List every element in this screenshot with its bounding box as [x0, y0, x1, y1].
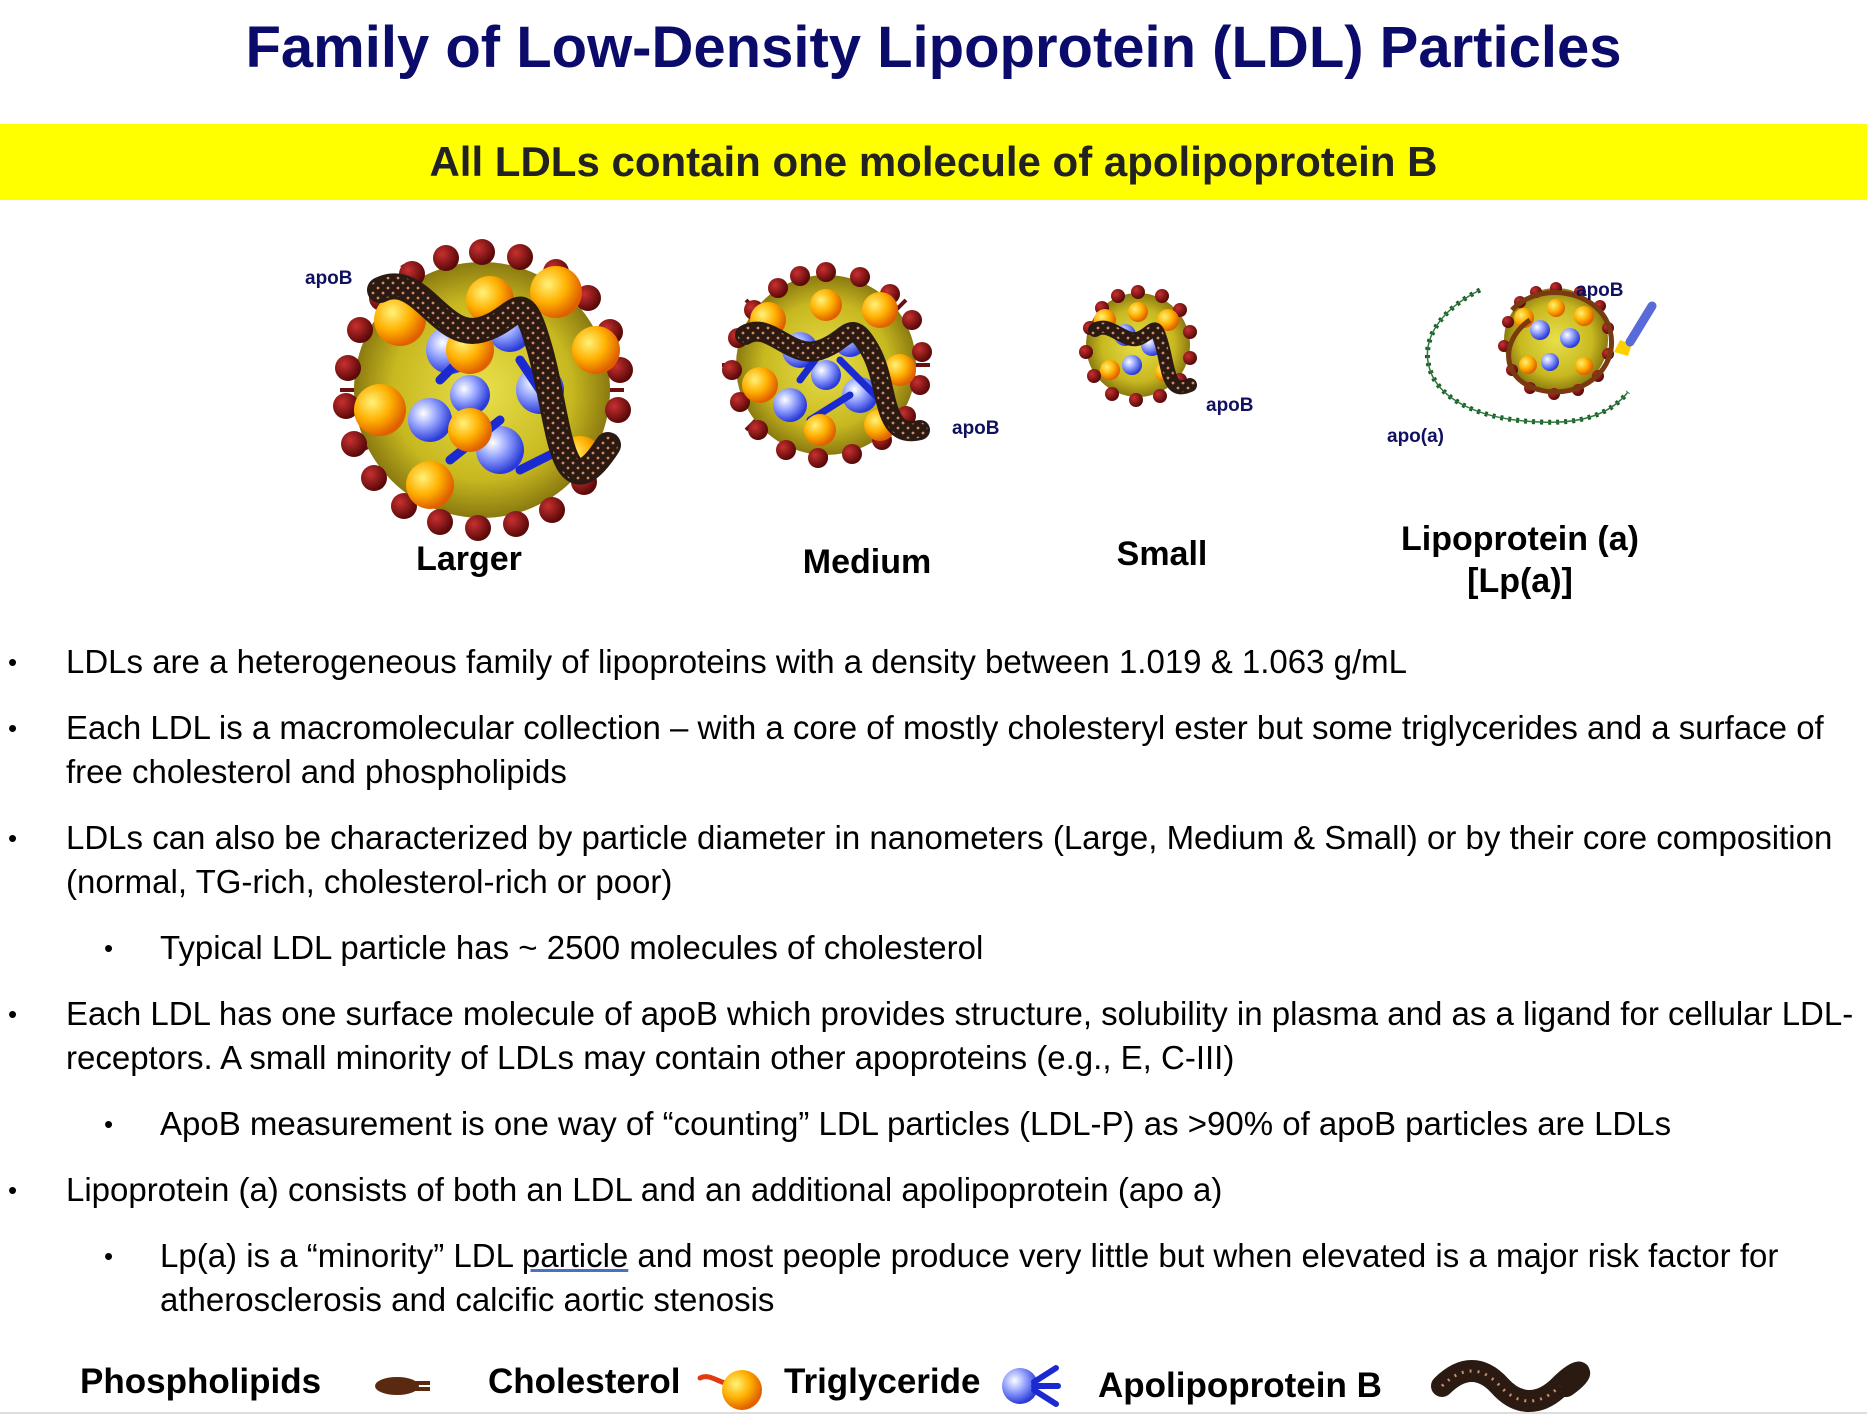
bottom-rule	[0, 1412, 1867, 1414]
bullet-text: Each LDL has one surface molecule of apo…	[66, 995, 1854, 1076]
bullet-marker: •	[104, 1241, 114, 1271]
bullet-marker: •	[8, 999, 18, 1029]
sub-bullet-apob-measurement: • ApoB measurement is one way of “countin…	[104, 1102, 1860, 1146]
ldl-medium-particle	[722, 262, 932, 468]
bullet-text: Typical LDL particle has ~ 2500 molecule…	[160, 929, 984, 966]
bullet-marker: •	[8, 823, 18, 853]
ldl-large-particle	[333, 239, 633, 541]
bullet-text: Lipoprotein (a) consists of both an LDL …	[66, 1171, 1223, 1208]
bullet-lpa: • Lipoprotein (a) consists of both an LDL…	[8, 1168, 1856, 1212]
bullet-text: ApoB measurement is one way of “counting…	[160, 1105, 1672, 1142]
label-lpa-line1: Lipoprotein (a)	[1401, 520, 1639, 558]
bullet-composition: • Each LDL is a macromolecular collection…	[8, 706, 1856, 794]
bullet-apob: • Each LDL has one surface molecule of ap…	[8, 992, 1856, 1080]
bullet-density: • LDLs are a heterogeneous family of lipo…	[8, 640, 1856, 684]
bullet-characterization: • LDLs can also be characterized by parti…	[8, 816, 1856, 904]
bullet-marker: •	[8, 1175, 18, 1205]
bullet-marker: •	[8, 647, 18, 677]
bullet-marker: •	[104, 1109, 114, 1139]
lpa-particle	[1424, 282, 1657, 425]
page-title: Family of Low-Density Lipoprotein (LDL) …	[245, 15, 1622, 80]
legend-cholesterol-label: Cholesterol	[488, 1362, 681, 1401]
subtitle-band: All LDLs contain one molecule of apolipo…	[0, 124, 1867, 200]
bullet-text-before: Lp(a) is a “minority” LDL	[160, 1237, 522, 1274]
apob-icon	[1431, 1360, 1591, 1412]
bullet-marker: •	[8, 713, 18, 743]
bullet-text: Each LDL is a macromolecular collection …	[66, 709, 1824, 790]
sub-bullet-lpa-risk: • Lp(a) is a “minority” LDL particle and …	[104, 1234, 1860, 1322]
bullet-list: • LDLs are a heterogeneous family of lipo…	[0, 640, 1867, 1344]
label-small: Small	[1116, 535, 1208, 573]
apoa-label-lpa: apo(a)	[1387, 426, 1444, 447]
legend-triglyceride-label: Triglyceride	[784, 1362, 981, 1401]
apob-label-medium: apoB	[952, 418, 1000, 439]
label-larger: Larger	[416, 540, 522, 578]
bullet-text: LDLs are a heterogeneous family of lipop…	[66, 643, 1407, 680]
particles-illustration	[333, 239, 1657, 541]
label-medium: Medium	[802, 543, 932, 581]
apob-label-lpa: apoB	[1576, 280, 1624, 301]
triglyceride-icon	[1002, 1365, 1061, 1407]
legend-phospholipids-label: Phospholipids	[80, 1362, 322, 1401]
sub-bullet-cholesterol-count: • Typical LDL particle has ~ 2500 molecul…	[104, 926, 1860, 970]
legend-apob-label: Apolipoprotein B	[1098, 1366, 1382, 1405]
label-lpa: Lipoprotein (a) [Lp(a)]	[1370, 518, 1670, 602]
legend-icons	[375, 1360, 1591, 1412]
ldl-small-particle	[1079, 285, 1197, 407]
legend: Phospholipids Cholesterol Triglyceride A…	[0, 1358, 1867, 1418]
label-lpa-line2: [Lp(a)]	[1467, 562, 1573, 600]
bullet-text: LDLs can also be characterized by partic…	[66, 819, 1833, 900]
subtitle-text: All LDLs contain one molecule of apolipo…	[429, 138, 1438, 185]
phospholipid-icon	[375, 1377, 430, 1395]
apob-label-large: apoB	[305, 268, 353, 289]
bullet-marker: •	[104, 933, 114, 963]
apob-label-small: apoB	[1206, 395, 1254, 416]
bullet-text-after: and most people produce very little but …	[160, 1237, 1779, 1318]
bullet-text-underlined: particle	[521, 1237, 629, 1274]
cholesterol-icon	[697, 1370, 762, 1410]
